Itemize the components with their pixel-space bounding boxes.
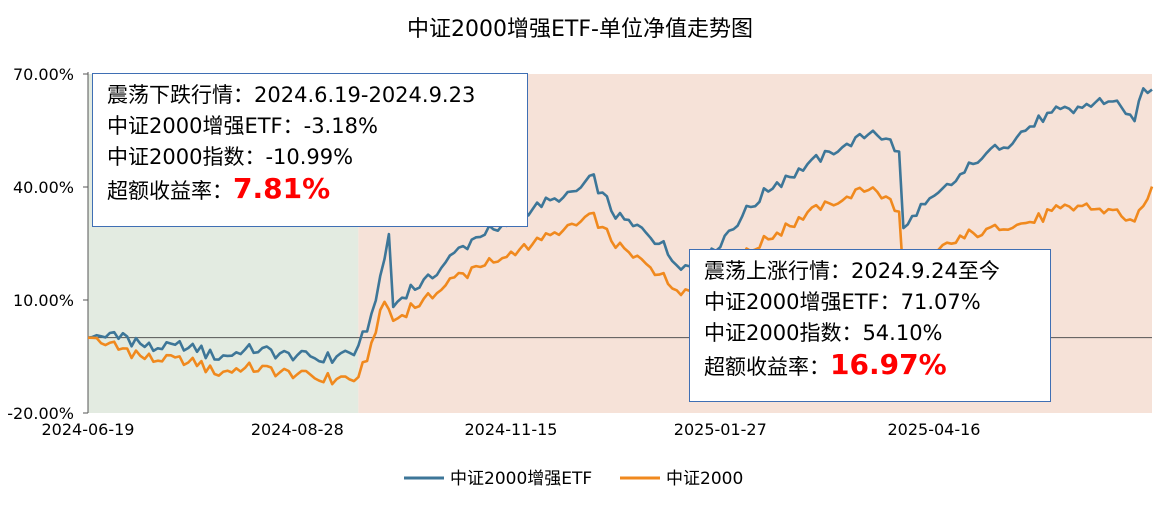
y-tick-label: 10.00% — [13, 291, 74, 310]
annotation-box-rise: 震荡上涨行情：2024.9.24至今 中证2000增强ETF：71.07% 中证… — [689, 249, 1051, 402]
annotation-box-decline: 震荡下跌行情：2024.6.19-2024.9.23 中证2000增强ETF：-… — [92, 73, 528, 227]
decline-index-return: 中证2000指数：-10.99% — [107, 145, 354, 169]
axes: 70.00% 40.00% 10.00% -20.00%2024-06-19 2024-… — [7, 65, 1152, 439]
decline-excess-value: 7.81% — [233, 172, 331, 205]
rise-etf-return: 中证2000增强ETF：71.07% — [704, 290, 981, 314]
x-tick-label: 2024-11-15 — [464, 420, 557, 439]
legend-label-2: 中证2000 — [666, 469, 743, 489]
decline-period: 震荡下跌行情：2024.6.19-2024.9.23 — [107, 83, 476, 107]
x-tick-label: 2025-01-27 — [674, 420, 767, 439]
x-tick-label: 2024-06-19 — [42, 420, 135, 439]
decline-excess-return: 超额收益率：7.81% — [107, 173, 515, 207]
x-tick-label: 2025-04-16 — [887, 420, 980, 439]
series-lines — [87, 87, 1154, 386]
x-tick-label: 2024-08-28 — [251, 420, 344, 439]
chart-title: 中证2000增强ETF-单位净值走势图 — [407, 17, 753, 42]
rise-period: 震荡上涨行情：2024.9.24至今 — [704, 259, 1000, 283]
series-line-1 — [87, 87, 1153, 364]
y-tick-label: 40.00% — [13, 178, 74, 197]
y-tick-label: -20.00% — [7, 404, 74, 423]
rise-excess-value: 16.97% — [830, 348, 947, 381]
legend-label-1: 中证2000增强ETF — [450, 469, 592, 489]
series-line-2 — [87, 186, 1154, 386]
legend: 中证2000增强ETF 中证2000 — [404, 469, 743, 489]
rise-excess-label: 超额收益率： — [704, 355, 830, 379]
rise-index-return: 中证2000指数：54.10% — [704, 321, 943, 345]
decline-etf-return: 中证2000增强ETF：-3.18% — [107, 114, 378, 138]
decline-excess-label: 超额收益率： — [107, 179, 233, 203]
y-tick-label: 70.00% — [13, 65, 74, 84]
rise-excess-return: 超额收益率：16.97% — [704, 349, 1038, 383]
